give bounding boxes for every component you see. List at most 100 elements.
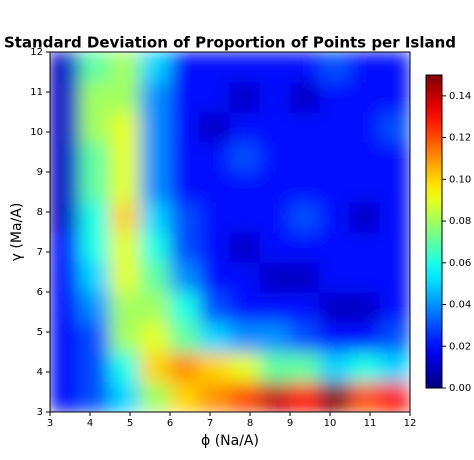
heat-cell	[109, 381, 141, 412]
colorbar-tick-label: 0.10	[449, 174, 471, 185]
heat-cell	[109, 52, 141, 83]
y-tick-label: 6	[37, 287, 43, 298]
heat-cell	[199, 52, 231, 83]
heat-cell	[50, 291, 81, 323]
heat-cell	[139, 141, 171, 173]
heat-cell	[199, 261, 231, 293]
heat-cell	[349, 321, 381, 353]
heat-cell	[349, 171, 381, 203]
y-tick-label: 7	[37, 247, 43, 258]
heat-cell	[319, 201, 351, 233]
heat-cell	[259, 321, 291, 353]
heat-cell	[79, 81, 111, 113]
heat-cell	[229, 141, 261, 173]
heat-cell	[259, 141, 291, 173]
heat-cell	[139, 231, 171, 263]
heat-cell	[229, 321, 261, 353]
heat-cell	[349, 141, 381, 173]
heat-cell	[50, 231, 81, 263]
heat-cell	[289, 171, 321, 203]
heat-cell	[109, 321, 141, 353]
heat-cell	[379, 111, 410, 143]
heat-cell	[79, 201, 111, 233]
heat-cell	[50, 201, 81, 233]
heat-cell	[259, 291, 291, 323]
heat-cell	[229, 111, 261, 143]
heat-cell	[109, 81, 141, 113]
heat-cell	[169, 111, 201, 143]
heat-cell	[169, 231, 201, 263]
heat-cell	[199, 381, 231, 412]
heat-cell	[139, 201, 171, 233]
y-axis-label: γ (Ma/A)	[9, 203, 25, 262]
heat-cell	[109, 261, 141, 293]
heat-cell	[139, 381, 171, 412]
heat-cell	[109, 231, 141, 263]
heat-cell	[109, 201, 141, 233]
heat-cell	[319, 231, 351, 263]
heat-cell	[79, 111, 111, 143]
heat-cell	[79, 291, 111, 323]
heat-cell	[50, 141, 81, 173]
heat-cell	[79, 381, 111, 412]
heat-cell	[169, 52, 201, 83]
heat-cell	[289, 201, 321, 233]
y-tick-label: 12	[30, 47, 43, 58]
colorbar-tick-label: 0.12	[449, 133, 471, 144]
heat-cell	[349, 52, 381, 83]
heat-cell	[289, 111, 321, 143]
heat-cell	[169, 351, 201, 383]
colorbar	[425, 74, 443, 389]
heat-cell	[229, 81, 261, 113]
colorbar-tick-label: 0.02	[449, 341, 471, 352]
heat-cell	[349, 291, 381, 323]
heat-cell	[79, 261, 111, 293]
heat-cell	[259, 171, 291, 203]
heat-cell	[50, 52, 81, 83]
y-tick-label: 11	[30, 87, 43, 98]
heat-cell	[79, 351, 111, 383]
heat-cell	[289, 381, 321, 412]
heat-cell	[199, 111, 231, 143]
y-tick-label: 10	[30, 127, 43, 138]
heat-cell	[289, 141, 321, 173]
chart-title: Standard Deviation of Proportion of Poin…	[4, 34, 456, 52]
heat-cell	[319, 111, 351, 143]
heat-cell	[379, 201, 410, 233]
heat-cell	[229, 52, 261, 83]
heat-cell	[379, 291, 410, 323]
heat-cell	[259, 111, 291, 143]
heat-cell	[259, 81, 291, 113]
heat-cell	[50, 381, 81, 412]
heat-cell	[229, 201, 261, 233]
heat-cell	[199, 141, 231, 173]
heat-cell	[259, 261, 291, 293]
heat-cell	[379, 81, 410, 113]
x-tick-label: 7	[207, 418, 213, 429]
heat-cell	[319, 351, 351, 383]
colorbar-tick-label: 0.08	[449, 216, 471, 227]
heat-cell	[289, 231, 321, 263]
y-tick-label: 3	[37, 407, 43, 418]
heat-cell	[79, 52, 111, 83]
y-tick-label: 4	[37, 367, 43, 378]
heat-cell	[259, 52, 291, 83]
heatmap-cells	[50, 52, 410, 412]
heat-cell	[199, 351, 231, 383]
heat-cell	[379, 52, 410, 83]
heat-cell	[379, 321, 410, 353]
y-tick-label: 9	[37, 167, 43, 178]
x-tick-label: 10	[324, 418, 337, 429]
heat-cell	[349, 261, 381, 293]
heat-cell	[349, 201, 381, 233]
heat-cell	[79, 321, 111, 353]
heat-cell	[229, 381, 261, 412]
heat-cell	[319, 52, 351, 83]
heat-cell	[349, 381, 381, 412]
x-tick-label: 8	[247, 418, 253, 429]
heat-cell	[50, 81, 81, 113]
heat-cell	[379, 141, 410, 173]
heat-cell	[289, 351, 321, 383]
heat-cell	[169, 381, 201, 412]
